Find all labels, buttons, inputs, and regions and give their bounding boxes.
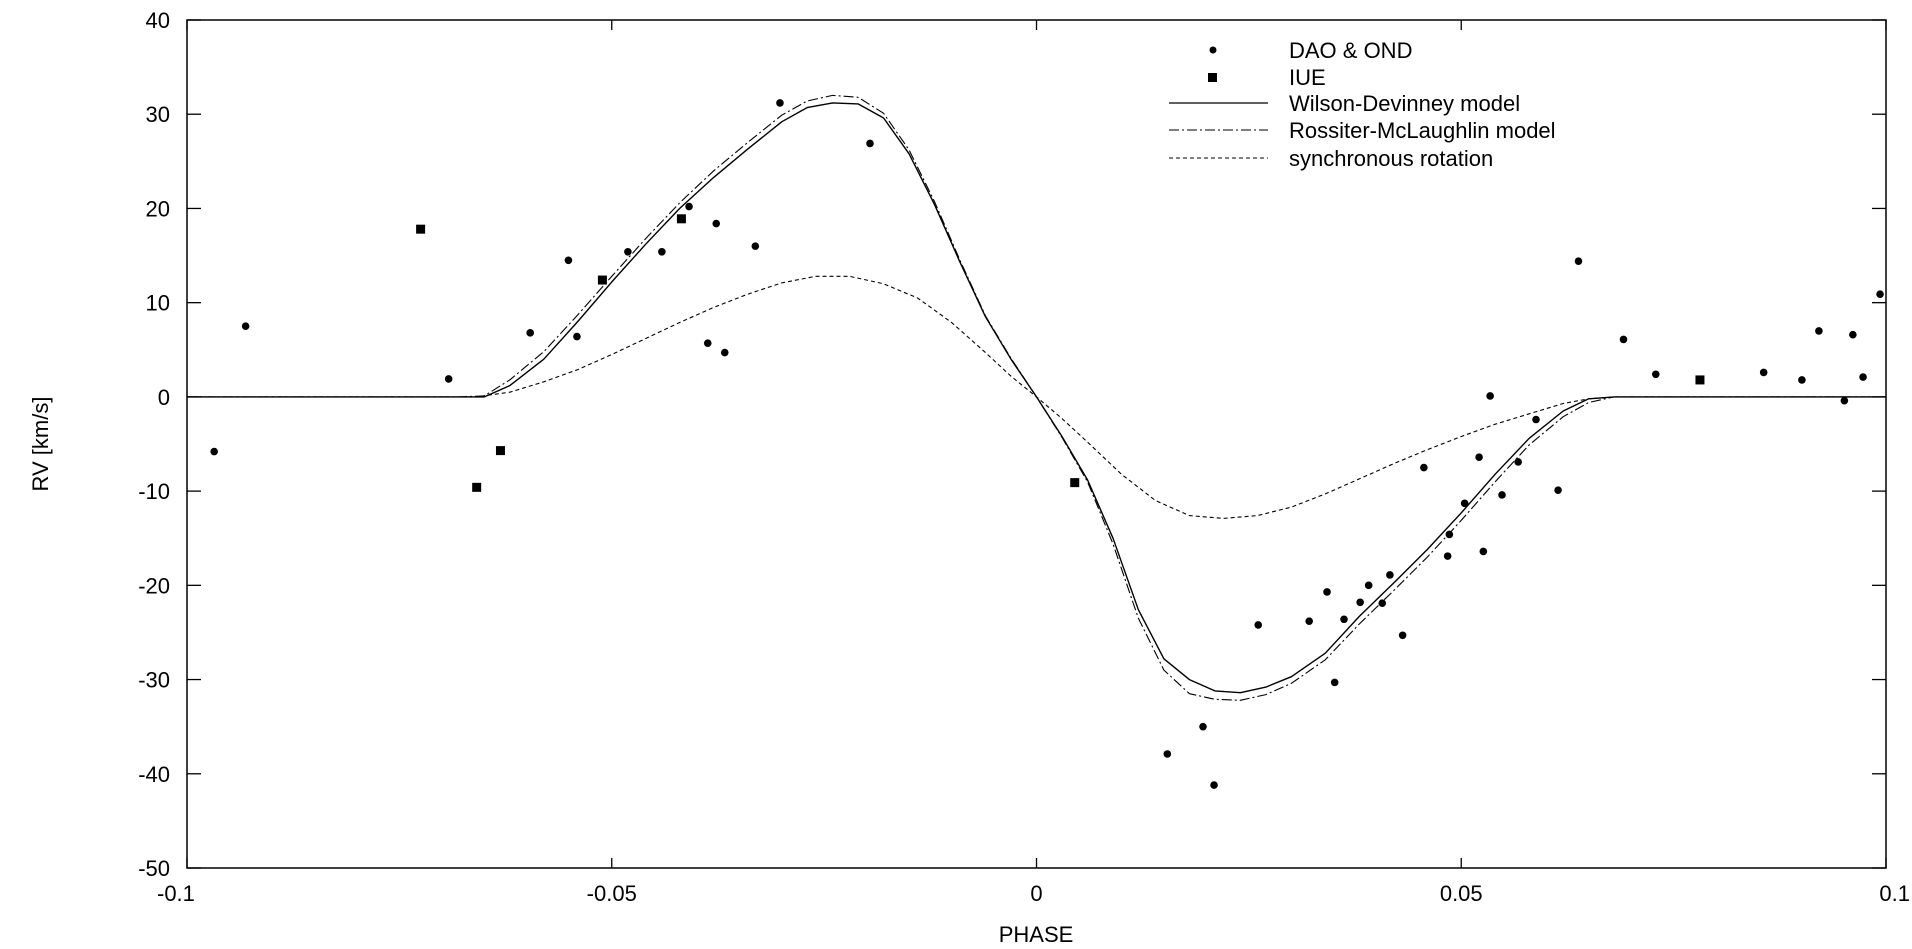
- legend-label-dao-ond: DAO & OND: [1289, 38, 1412, 63]
- point-dao-ond: [1323, 588, 1331, 596]
- point-dao-ond: [1420, 464, 1428, 472]
- point-iue: [416, 225, 425, 234]
- legend-label-wilson-devinney: Wilson-Devinney model: [1289, 91, 1520, 116]
- legend-label-synchronous-rotation: synchronous rotation: [1289, 146, 1493, 171]
- legend-item-iue: IUE: [1208, 65, 1326, 90]
- legend-label-rossiter-mclaughlin: Rossiter-McLaughlin model: [1289, 118, 1556, 143]
- x-tick-label: -0.1: [157, 881, 195, 906]
- y-tick-label: -50: [138, 856, 170, 881]
- point-dao-ond: [445, 375, 453, 383]
- legend-item-rossiter-mclaughlin: Rossiter-McLaughlin model: [1169, 118, 1556, 143]
- legend-item-synchronous-rotation: synchronous rotation: [1169, 146, 1493, 171]
- y-tick-label: 20: [146, 196, 170, 221]
- point-dao-ond: [1210, 781, 1218, 789]
- y-tick-label: -20: [138, 573, 170, 598]
- point-dao-ond: [866, 140, 874, 148]
- point-dao-ond: [624, 248, 632, 256]
- x-tick-label: 0.05: [1440, 881, 1483, 906]
- point-dao-ond: [1386, 571, 1394, 579]
- point-dao-ond: [704, 339, 712, 347]
- y-tick-label: -10: [138, 479, 170, 504]
- point-dao-ond: [1365, 582, 1373, 590]
- axis-ticks: [187, 20, 1886, 868]
- point-dao-ond: [1575, 257, 1583, 265]
- point-dao-ond: [1498, 491, 1506, 499]
- legend-marker-circle: [1210, 47, 1217, 54]
- model-curves: [187, 95, 1886, 700]
- legend-marker-square: [1208, 73, 1217, 82]
- point-dao-ond: [685, 203, 693, 211]
- x-tick-label: 0.1: [1879, 881, 1910, 906]
- point-dao-ond: [1444, 552, 1452, 560]
- legend: DAO & OND IUE Wilson-Devinney model Ross…: [1169, 38, 1556, 171]
- x-tick-label: 0: [1030, 881, 1042, 906]
- point-dao-ond: [1849, 331, 1857, 339]
- point-dao-ond: [1841, 397, 1849, 405]
- y-tick-label: -30: [138, 668, 170, 693]
- point-iue: [1695, 375, 1704, 384]
- point-dao-ond: [721, 349, 729, 357]
- point-dao-ond: [1446, 531, 1454, 539]
- point-dao-ond: [776, 99, 784, 107]
- point-dao-ond: [1340, 615, 1348, 623]
- point-iue: [1070, 478, 1079, 487]
- point-iue: [496, 446, 505, 455]
- y-tick-label: 30: [146, 102, 170, 127]
- x-axis-title: PHASE: [999, 922, 1074, 947]
- series-line-rossiter-mclaughlin-model: [187, 95, 1886, 700]
- legend-item-dao-ond: DAO & OND: [1210, 38, 1413, 63]
- point-dao-ond: [1760, 369, 1768, 377]
- point-dao-ond: [1356, 598, 1364, 606]
- axis-tick-labels: -0.1 -0.05 0 0.05 0.1 -50 -40 -30 -20 -10 0 10 20 30 4…: [138, 8, 1910, 906]
- point-dao-ond: [1652, 370, 1660, 378]
- x-tick-label: -0.05: [587, 881, 637, 906]
- point-dao-ond: [1480, 548, 1488, 556]
- y-axis-title: RV [km/s]: [28, 397, 53, 492]
- legend-label-iue: IUE: [1289, 65, 1326, 90]
- point-dao-ond: [1554, 486, 1562, 494]
- point-dao-ond: [1164, 750, 1172, 758]
- point-dao-ond: [1486, 392, 1494, 400]
- point-dao-ond: [1475, 453, 1483, 461]
- point-dao-ond: [1199, 723, 1207, 731]
- plot-frame: [187, 20, 1886, 868]
- point-dao-ond: [565, 256, 573, 264]
- point-dao-ond: [1876, 290, 1884, 298]
- point-dao-ond: [1620, 336, 1628, 344]
- point-dao-ond: [1514, 458, 1522, 466]
- point-dao-ond: [752, 242, 760, 250]
- series-line-synchronous-rotation: [187, 276, 1886, 518]
- point-dao-ond: [1378, 599, 1386, 607]
- point-dao-ond: [1798, 376, 1806, 384]
- point-dao-ond: [526, 329, 534, 337]
- point-dao-ond: [1399, 631, 1407, 639]
- point-iue: [598, 276, 607, 285]
- point-iue: [677, 214, 686, 223]
- point-dao-ond: [1859, 373, 1867, 381]
- point-dao-ond: [712, 220, 720, 228]
- point-dao-ond: [1254, 621, 1262, 629]
- point-dao-ond: [573, 333, 581, 341]
- point-dao-ond: [210, 448, 218, 456]
- point-dao-ond: [1331, 679, 1339, 687]
- point-iue: [472, 483, 481, 492]
- data-points: [210, 99, 1883, 789]
- point-dao-ond: [1815, 327, 1823, 335]
- point-dao-ond: [658, 248, 666, 256]
- point-dao-ond: [1532, 416, 1540, 424]
- point-dao-ond: [242, 322, 250, 330]
- point-dao-ond: [1461, 500, 1469, 508]
- point-dao-ond: [1305, 617, 1313, 625]
- legend-item-wilson-devinney: Wilson-Devinney model: [1169, 91, 1520, 116]
- y-tick-label: 0: [158, 385, 170, 410]
- y-tick-label: 40: [146, 8, 170, 33]
- y-tick-label: 10: [146, 291, 170, 316]
- y-tick-label: -40: [138, 762, 170, 787]
